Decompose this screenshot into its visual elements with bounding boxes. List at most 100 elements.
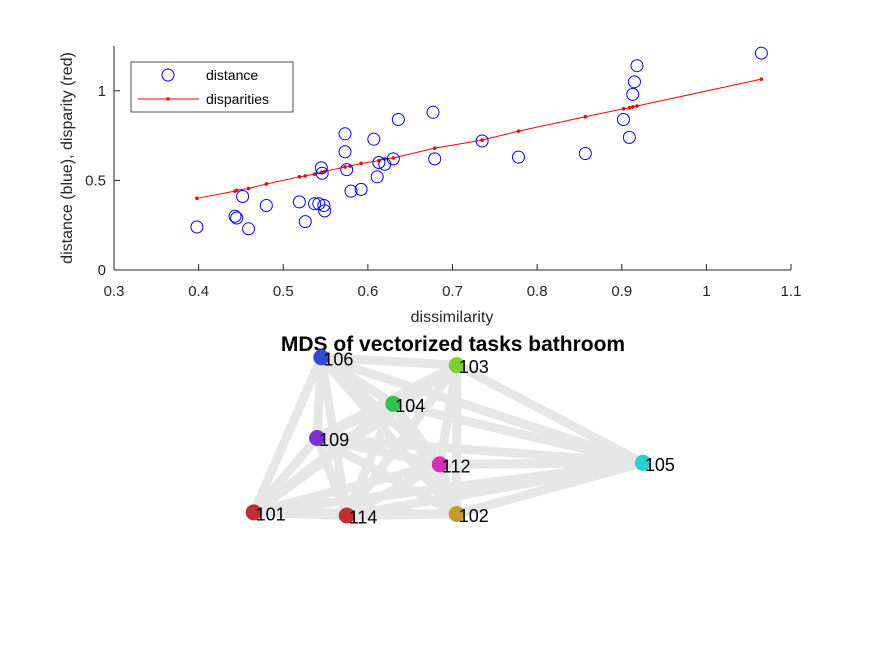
- distance-point: [190, 220, 204, 234]
- node-label: 102: [459, 506, 489, 526]
- disparity-point: [343, 165, 347, 169]
- node-marker: [431, 456, 448, 473]
- network-node: 102: [448, 505, 489, 526]
- network-node: 114: [338, 507, 377, 528]
- x-tick-label: 0.5: [273, 283, 294, 300]
- node-label: 112: [442, 456, 471, 476]
- distance-point: [318, 204, 332, 218]
- disparity-point: [246, 186, 251, 191]
- network-edge: [452, 360, 648, 468]
- distance-point: [298, 215, 312, 229]
- distance-point: [314, 161, 328, 175]
- series-distance: [190, 46, 768, 236]
- distance-point: [391, 112, 405, 126]
- network-edge: [342, 459, 445, 520]
- distance-point: [475, 134, 489, 148]
- disparity-point: [635, 104, 639, 108]
- distance-point: [230, 211, 244, 225]
- network-edge: [316, 352, 462, 370]
- network-node: 104: [385, 395, 425, 416]
- distance-point: [338, 145, 352, 159]
- y-tick-label: 0.5: [85, 172, 106, 189]
- node-marker: [448, 357, 465, 374]
- mds-network: MDS of vectorized tasks bathroom 106 1031…: [245, 333, 675, 528]
- disparity-point: [630, 105, 635, 109]
- distance-point: [338, 127, 352, 141]
- distance-point: [259, 198, 273, 212]
- node-marker: [448, 505, 465, 522]
- network-edge: [249, 433, 322, 517]
- node-label: 101: [256, 504, 286, 524]
- disparity-point: [759, 77, 764, 81]
- node-label: 105: [645, 455, 675, 475]
- distance-point: [512, 150, 526, 164]
- node-label: 103: [459, 357, 489, 377]
- distance-point: [242, 222, 256, 236]
- disparity-point: [432, 146, 437, 150]
- x-tick-label: 1: [702, 283, 710, 300]
- node-label: 104: [395, 396, 425, 416]
- node-marker: [309, 430, 326, 446]
- node-label: 106: [323, 349, 353, 369]
- distance-point: [630, 59, 644, 73]
- y-axis-label: distance (blue), disparity (red): [59, 52, 76, 264]
- network-edge: [316, 352, 648, 468]
- x-tick-label: 0.6: [357, 283, 378, 300]
- distance-point: [622, 130, 636, 144]
- distance-point: [344, 184, 358, 198]
- network-nodes: 106 103 104 109 112 105 101 114 102: [245, 349, 675, 528]
- disparity-point: [359, 161, 363, 166]
- disparity-point: [391, 156, 396, 160]
- distance-point: [315, 166, 329, 180]
- distance-point: [317, 198, 331, 212]
- distance-point: [627, 75, 641, 89]
- distance-point: [228, 209, 242, 223]
- x-tick-label: 0.9: [611, 283, 632, 300]
- disparity-point: [264, 182, 269, 186]
- legend: distance disparities: [130, 61, 294, 113]
- x-tick-label: 1.1: [781, 283, 802, 300]
- legend-marker-distance: [161, 68, 175, 82]
- distance-point: [578, 147, 592, 161]
- network-node: 105: [634, 454, 675, 475]
- distance-point: [292, 195, 306, 209]
- disparity-point: [234, 188, 239, 193]
- network-edge: [342, 458, 648, 520]
- legend-label-disparities: disparities: [206, 91, 269, 107]
- network-title: MDS of vectorized tasks bathroom: [281, 333, 625, 356]
- distance-point: [340, 163, 354, 177]
- legend-marker-disparities: [166, 97, 170, 101]
- x-axis-label: dissimilarity: [411, 309, 494, 326]
- node-marker: [338, 507, 355, 524]
- network-node: 106: [313, 349, 353, 369]
- distance-point: [372, 155, 386, 169]
- network-edge: [342, 509, 462, 520]
- distance-point: [426, 105, 440, 119]
- distance-point: [236, 190, 250, 204]
- disparity-point: [303, 174, 308, 178]
- scatter-axes: 0.3 0.4 0.5 0.6 0.7 0.8 0.9 1 1.1 00.51 dissimil…: [59, 46, 801, 326]
- legend-label-distance: distance: [206, 67, 258, 83]
- disparity-point: [297, 175, 302, 179]
- network-node: 101: [245, 504, 286, 524]
- distance-point: [367, 132, 381, 146]
- distance-point: [308, 197, 322, 211]
- node-marker: [245, 504, 262, 521]
- network-node: 112: [431, 456, 471, 476]
- distance-point: [386, 152, 400, 166]
- disparity-point: [516, 129, 521, 133]
- network-edge: [388, 399, 648, 468]
- x-tick-label: 0.7: [442, 283, 463, 300]
- disparity-point: [480, 138, 484, 142]
- node-label: 109: [319, 430, 349, 450]
- distance-point: [616, 112, 630, 126]
- node-marker: [313, 349, 330, 366]
- disparity-point: [627, 106, 632, 110]
- distance-point: [428, 152, 442, 166]
- scatter-plot-area: [190, 46, 768, 236]
- disparity-point: [195, 196, 199, 201]
- y-tick-label: 0: [98, 262, 106, 279]
- node-marker: [634, 454, 651, 471]
- x-tick-label: 0.3: [104, 283, 125, 300]
